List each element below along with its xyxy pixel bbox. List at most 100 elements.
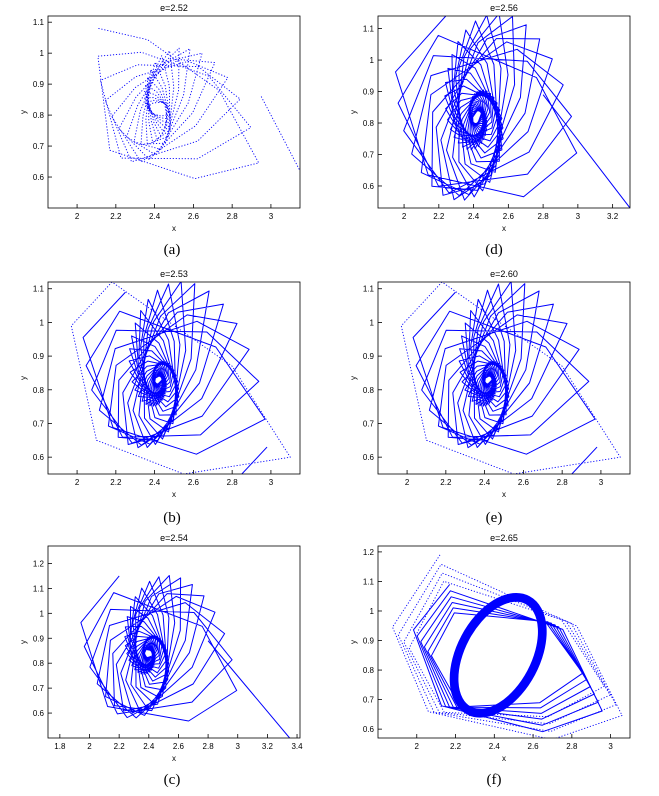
y-tick-label: 0.7: [33, 142, 45, 151]
y-tick-label: 0.6: [363, 725, 375, 734]
trajectory-tail: [207, 640, 291, 738]
x-tick-label: 2.4: [479, 478, 491, 487]
x-tick-label: 2.2: [114, 742, 126, 751]
series-group: [80, 575, 291, 738]
y-tick-label: 0.6: [33, 173, 45, 182]
x-tick-label: 2.4: [149, 478, 161, 487]
trajectory-series-0: [400, 282, 621, 474]
x-tick-label: 2.6: [503, 212, 515, 221]
x-axis-label: x: [502, 754, 506, 763]
y-tick-label: 1.2: [33, 559, 45, 568]
chart-d: e=2.56 2 2.2 2.4 2.6 2.8 3 3.2 0.6 0.7 0.8 0.9 1 1.1 x…: [330, 0, 659, 240]
x-tick-label: 2.2: [110, 212, 122, 221]
series-group: [395, 16, 630, 208]
chart-e-svg: e=2.60 2 2.2 2.4 2.6 2.8 3 0.6 0.7 0.8 0.9 1 1.1 x y: [349, 269, 631, 499]
y-axis-label: y: [19, 640, 28, 644]
x-tick-label: 2.2: [110, 478, 122, 487]
plot-frame: [47, 545, 301, 739]
y-tick-label: 1.1: [33, 18, 45, 27]
y-tick-label: 0.8: [33, 659, 45, 668]
chart-f: e=2.65 2 2.2 2.4 2.6 2.8 3 0.6 0.7 0.8 0.9 1 1.1 1.2 x…: [330, 530, 659, 770]
trajectory-series-1: [82, 282, 266, 455]
x-tick-label: 3.2: [607, 212, 619, 221]
y-tick-label: 0.9: [363, 637, 375, 646]
x-tick-label: 2.2: [440, 478, 452, 487]
y-tick-label: 1.1: [363, 25, 375, 34]
x-axis-label: x: [502, 490, 506, 499]
x-tick-label: 2.4: [489, 742, 501, 751]
trajectory-series-0: [80, 575, 238, 722]
y-tick-label: 1.2: [363, 548, 375, 557]
x-tick-label: 2.4: [149, 212, 161, 221]
y-tick-label: 0.8: [33, 111, 45, 120]
y-tick-label: 1: [370, 318, 375, 327]
y-tick-label: 1.1: [363, 285, 375, 294]
y-tick-label: 0.7: [33, 684, 45, 693]
chart-c: e=2.54 1.8 2 2.2 2.4 2.6 2.8 3 3.2 3.4 0.6 0.7 0.8 0.…: [0, 530, 330, 770]
x-tick-label: 2.6: [188, 478, 200, 487]
x-tick-label: 2.4: [468, 212, 480, 221]
series-group: [97, 27, 300, 180]
x-tick-label: 3.4: [291, 742, 303, 751]
y-tick-label: 0.7: [363, 150, 375, 159]
x-tick-label: 2.2: [433, 212, 445, 221]
caption-e: (e): [485, 510, 503, 526]
x-tick-label: 3: [608, 742, 613, 751]
x-tick-label: 3: [269, 212, 274, 221]
y-tick-label: 0.8: [363, 119, 375, 128]
chart-b: e=2.53 2 2.2 2.4 2.6 2.8 3 0.6 0.7 0.8 0.9 1 1.1 x y: [0, 266, 330, 506]
caption-d: (d): [485, 242, 503, 258]
y-axis-label: y: [349, 110, 358, 114]
y-axis-label: y: [19, 376, 28, 380]
chart-b-svg: e=2.53 2 2.2 2.4 2.6 2.8 3 0.6 0.7 0.8 0.9 1 1.1 x y: [19, 269, 301, 499]
x-tick-label: 3: [269, 478, 274, 487]
trajectory-tail: [571, 446, 598, 474]
chart-title: e=2.52: [160, 3, 188, 13]
plot-frame: [377, 545, 631, 739]
trajectory-series-0: [70, 282, 291, 474]
limit-cycle-ring: [449, 593, 547, 718]
y-tick-label: 0.9: [33, 634, 45, 643]
y-tick-label: 0.8: [363, 386, 375, 395]
trajectory-tail: [542, 94, 630, 208]
y-axis-label: y: [19, 110, 28, 114]
plot-frame: [47, 15, 301, 209]
plot-frame: [377, 15, 631, 209]
x-tick-label: 2: [87, 742, 92, 751]
chart-f-svg: e=2.65 2 2.2 2.4 2.6 2.8 3 0.6 0.7 0.8 0.9 1 1.1 1.2 x…: [349, 533, 631, 763]
x-tick-label: 1.8: [54, 742, 66, 751]
y-tick-label: 1: [370, 607, 375, 616]
x-tick-label: 2.8: [227, 212, 239, 221]
chart-e: e=2.60 2 2.2 2.4 2.6 2.8 3 0.6 0.7 0.8 0.9 1 1.1 x y: [330, 266, 659, 506]
y-tick-label: 0.6: [33, 453, 45, 462]
plot-frame: [47, 281, 301, 475]
chart-title: e=2.65: [490, 533, 518, 543]
x-tick-label: 3.2: [262, 742, 274, 751]
y-tick-label: 1.1: [33, 285, 45, 294]
x-tick-label: 3: [599, 478, 604, 487]
caption-b: (b): [163, 510, 181, 526]
x-tick-label: 2.8: [538, 212, 550, 221]
x-tick-label: 2.8: [557, 478, 569, 487]
y-axis-label: y: [349, 640, 358, 644]
x-tick-label: 2.8: [203, 742, 215, 751]
y-tick-label: 0.7: [363, 696, 375, 705]
x-tick-label: 2.4: [143, 742, 155, 751]
y-tick-label: 1: [370, 56, 375, 65]
trajectory-series-1: [413, 584, 603, 733]
x-tick-label: 2.8: [566, 742, 578, 751]
y-tick-label: 1.1: [33, 584, 45, 593]
x-tick-label: 2: [402, 212, 407, 221]
trajectory-series-1: [412, 282, 596, 455]
y-tick-label: 1: [40, 609, 45, 618]
plot-frame: [377, 281, 631, 475]
y-tick-label: 0.7: [363, 419, 375, 428]
x-axis-label: x: [172, 754, 176, 763]
trajectory-tail: [260, 96, 300, 172]
x-tick-label: 2.2: [450, 742, 462, 751]
y-tick-label: 1.1: [363, 577, 375, 586]
series-group: [392, 554, 623, 738]
y-tick-label: 1: [40, 49, 45, 58]
x-tick-label: 2: [405, 478, 410, 487]
trajectory-series-0: [392, 554, 623, 738]
